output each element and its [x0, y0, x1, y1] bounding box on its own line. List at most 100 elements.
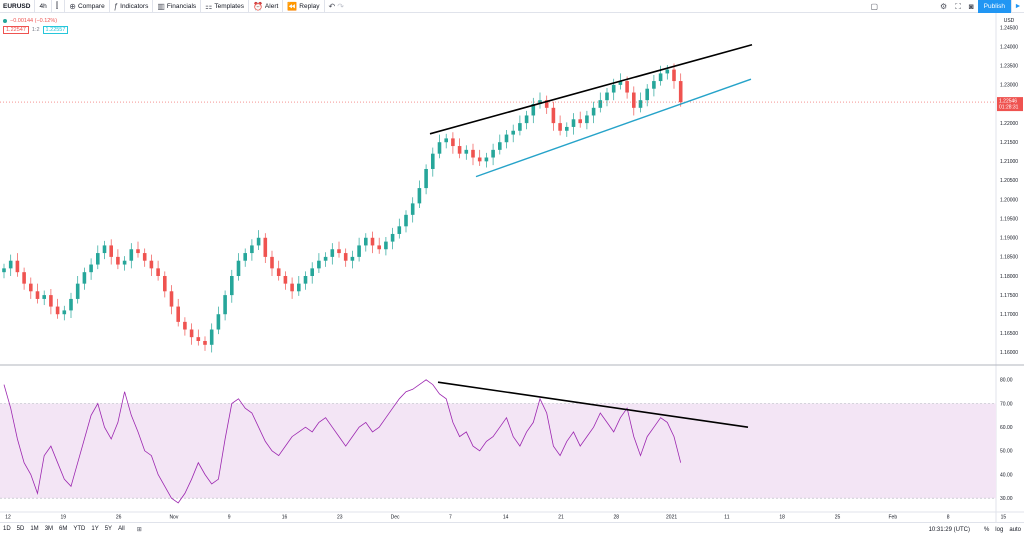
candle-body — [404, 214, 408, 227]
candle-body — [303, 276, 308, 284]
camera-icon[interactable]: ◙ — [968, 2, 974, 11]
undo-redo: ↶ ↷ — [325, 0, 350, 13]
legend-price-b: 1.22557 — [42, 25, 69, 34]
range-3m[interactable]: 3M — [44, 526, 54, 532]
candle-body — [598, 100, 603, 108]
time-tick-label: Nov — [169, 515, 178, 521]
utc-clock[interactable]: 10:31:29 (UTC) — [928, 526, 970, 533]
range-1m[interactable]: 1M — [30, 526, 39, 532]
alert-label: Alert — [264, 2, 279, 10]
legend-change-row: −0.00144 (−0.12%) — [3, 16, 68, 25]
top-toolbar: EURUSD 4h ⫿ ⊕ Compare ƒ Indicators ▥ Fin… — [0, 0, 1024, 13]
bottom-toolbar: 1D 5D 1M 3M 6M YTD 1Y 5Y All ⊞ 10:31:29 … — [0, 522, 1024, 535]
legend-multiplier: 1:2 — [31, 26, 40, 33]
candle-body — [183, 321, 187, 330]
candle-body — [176, 306, 180, 322]
time-tick-label: 28 — [614, 515, 620, 521]
price-tick-label: 1.23500 — [1000, 64, 1018, 70]
range-1d[interactable]: 1D — [3, 526, 11, 532]
candle-body — [605, 92, 609, 101]
range-1y[interactable]: 1Y — [91, 526, 99, 532]
candle-body — [102, 245, 107, 254]
current-price-tag — [997, 97, 1023, 112]
interval-button[interactable]: 4h — [35, 0, 52, 13]
toolbar-right: ▢ ⚙ ⛶ ◙ Publish ► — [866, 0, 1024, 13]
upper-trendline — [429, 43, 753, 135]
candle-body — [578, 119, 582, 124]
compare-button[interactable]: ⊕ Compare — [65, 0, 110, 13]
auto-toggle[interactable]: auto — [1009, 526, 1021, 533]
candle-body — [431, 153, 435, 169]
templates-button[interactable]: ⚏ Templates — [201, 0, 249, 13]
candle-body — [437, 142, 442, 154]
candle-body — [89, 264, 93, 273]
range-all[interactable]: All — [118, 526, 125, 532]
status-dot-icon — [3, 18, 7, 23]
rsi-tick-label: 30.00 — [1000, 496, 1013, 502]
candle-body — [323, 256, 328, 261]
symbol-search[interactable]: EURUSD — [0, 0, 36, 13]
candle-body — [189, 329, 194, 338]
candle-body — [22, 272, 26, 284]
play-icon[interactable]: ► — [1011, 0, 1024, 13]
rsi-tick-label: 60.00 — [1000, 425, 1013, 431]
bar-style-button[interactable]: ⫿ — [52, 0, 66, 13]
candle-body — [8, 260, 13, 269]
candle-body — [243, 253, 247, 261]
alert-button[interactable]: ⏰ Alert — [249, 0, 284, 13]
candle-body — [276, 268, 281, 276]
candle-body — [498, 142, 502, 150]
candle-body — [558, 123, 562, 131]
range-5y[interactable]: 5Y — [104, 526, 113, 532]
candle-body — [417, 188, 422, 204]
range-ytd[interactable]: YTD — [73, 526, 86, 532]
publish-button[interactable]: Publish — [977, 0, 1011, 13]
candle-body — [397, 226, 402, 234]
candle-body — [524, 115, 529, 124]
candle-body — [317, 260, 321, 269]
candle-body — [196, 337, 201, 341]
undo-icon[interactable]: ↶ — [328, 1, 336, 11]
percent-toggle[interactable]: % — [983, 526, 990, 533]
lower-trendline — [475, 78, 752, 178]
financials-button[interactable]: ▥ Financials — [153, 0, 202, 13]
candle-body — [678, 81, 683, 103]
redo-icon[interactable]: ↷ — [337, 1, 344, 11]
log-toggle[interactable]: log — [995, 526, 1004, 533]
candle-body — [645, 88, 649, 101]
rsi-tick-label: 40.00 — [1000, 472, 1013, 478]
goto-date-icon[interactable]: ⊞ — [136, 526, 142, 533]
time-tick-label: 2021 — [666, 515, 677, 521]
candle-body — [169, 291, 174, 307]
candle-body — [263, 237, 268, 257]
candle-body — [330, 249, 335, 257]
candle-body — [491, 149, 495, 158]
templates-icon: ⚏ — [205, 1, 213, 11]
candle-body — [69, 298, 73, 311]
layout-icon[interactable]: ▢ — [870, 2, 879, 11]
range-5d[interactable]: 5D — [16, 526, 25, 532]
time-tick-label: 18 — [779, 515, 785, 521]
replay-button[interactable]: ⏪ Replay — [283, 0, 325, 13]
rsi-line — [3, 379, 682, 504]
candle-body — [571, 119, 576, 127]
candle-body — [116, 256, 120, 265]
candle-body — [484, 157, 489, 162]
time-tick-label: 19 — [61, 515, 67, 521]
gear-icon[interactable]: ⚙ — [940, 2, 948, 11]
price-tick-label: 1.22000 — [1000, 121, 1018, 127]
time-tick-label: 11 — [724, 515, 729, 521]
candle-body — [35, 291, 40, 299]
candle-body — [15, 260, 20, 273]
candle-body — [283, 276, 288, 284]
fullscreen-icon[interactable]: ⛶ — [955, 1, 961, 11]
price-tick-label: 1.24500 — [1000, 25, 1018, 31]
range-6m[interactable]: 6M — [59, 526, 68, 532]
time-tick-label: 16 — [282, 515, 288, 521]
candle-body — [618, 81, 623, 85]
candle-group — [2, 63, 683, 353]
indicators-button[interactable]: ƒ Indicators — [110, 0, 154, 13]
candle-body — [142, 253, 147, 261]
